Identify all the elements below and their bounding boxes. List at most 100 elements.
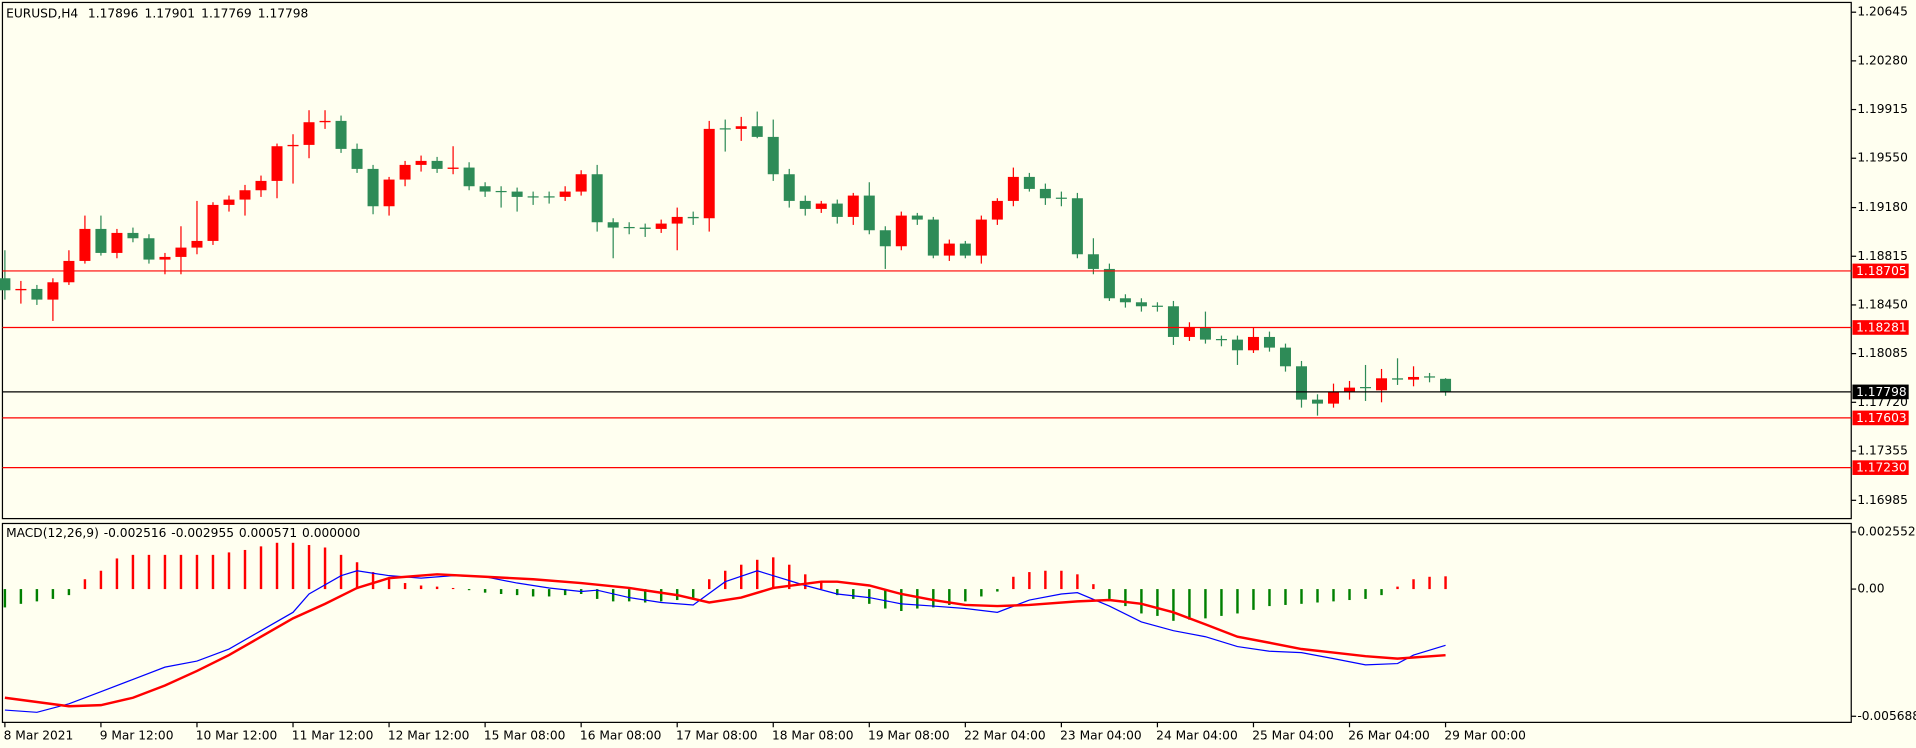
macd-value: -0.002516 (104, 526, 167, 540)
candle-body (1135, 302, 1147, 307)
y-tick-label: 1.19915 (1857, 102, 1908, 116)
macd-value: -0.002955 (171, 526, 234, 540)
macd-value: 0.000000 (302, 526, 360, 540)
candle-body (1023, 176, 1035, 189)
candle-body (703, 128, 715, 219)
x-tick-label: 25 Mar 04:00 (1252, 728, 1334, 742)
ohlc-value: 1.17896 (88, 6, 139, 20)
candle-body (1039, 188, 1051, 199)
candle-body (591, 174, 603, 223)
candle-body (1295, 366, 1307, 400)
level-price-box (1852, 320, 1909, 335)
candle-body (31, 288, 43, 300)
candle-body (447, 167, 459, 169)
x-tick-label: 12 Mar 12:00 (388, 728, 470, 742)
level-price-label: 1.18705 (1856, 264, 1907, 278)
candle-body (975, 219, 987, 256)
macd-title: MACD(12,26,9) (6, 526, 99, 540)
candle-body (959, 243, 971, 256)
candle-body (655, 223, 667, 229)
candle-body (783, 174, 795, 201)
candle-body (687, 216, 699, 219)
y-tick-label: 1.18450 (1857, 297, 1908, 311)
candle-body (943, 243, 955, 256)
candle-body (431, 160, 443, 169)
candle-body (895, 215, 907, 247)
candle-body (111, 232, 123, 253)
x-tick-label: 10 Mar 12:00 (196, 728, 278, 742)
current-price-label: 1.17798 (1856, 385, 1907, 399)
candle-body (863, 195, 875, 231)
symbol-title: EURUSD,H4 (6, 6, 78, 20)
y-tick-label: 1.20645 (1857, 5, 1908, 19)
y-tick-label: -0.005688 (1857, 709, 1916, 723)
macd-value: 0.000571 (239, 526, 297, 540)
x-tick-label: 8 Mar 2021 (4, 728, 74, 742)
candle-body (831, 203, 843, 217)
candle-body (1247, 336, 1259, 351)
candle-body (735, 126, 747, 129)
candle-body (1328, 391, 1340, 404)
x-tick-label: 29 Mar 00:00 (1444, 728, 1526, 742)
candle-body (1279, 347, 1291, 367)
candle-body (79, 228, 91, 261)
candle-body (15, 288, 27, 291)
candle-body (815, 203, 827, 209)
current-price-box (1852, 384, 1909, 400)
candle-body (399, 164, 411, 180)
y-tick-label: 1.18815 (1857, 249, 1908, 263)
candle-body (879, 230, 891, 247)
candle-body (223, 199, 235, 205)
candle-body (335, 120, 347, 149)
candle-body (911, 215, 923, 220)
candle-body (1408, 376, 1420, 380)
x-tick-label: 24 Mar 04:00 (1156, 728, 1238, 742)
candle-body (303, 122, 315, 145)
candle-body (1071, 198, 1083, 255)
candle-body (143, 238, 155, 260)
candle-body (1376, 378, 1388, 391)
candle-body (63, 260, 75, 283)
candle-body (127, 232, 139, 239)
level-price-label: 1.17603 (1856, 411, 1907, 425)
candle-body (47, 282, 59, 300)
candle-body (767, 136, 779, 175)
candle-body (1103, 268, 1115, 299)
candle-body (1087, 254, 1099, 269)
level-price-label: 1.17230 (1856, 461, 1907, 475)
x-tick-label: 17 Mar 08:00 (676, 728, 758, 742)
level-price-box (1852, 410, 1909, 426)
x-tick-label: 9 Mar 12:00 (100, 728, 174, 742)
y-tick-label: 1.17355 (1857, 443, 1908, 457)
ohlc-value: 1.17769 (201, 6, 252, 20)
candle-body (383, 179, 395, 207)
candle-body (1199, 327, 1211, 340)
candle-body (287, 144, 299, 147)
candle-body (751, 126, 763, 137)
level-price-box (1852, 263, 1909, 279)
macd-header: MACD(12,26,9) -0.002516 -0.002955 0.000571 0… (6, 526, 360, 540)
y-tick-label: 1.19550 (1857, 151, 1908, 165)
x-tick-label: 11 Mar 12:00 (292, 728, 374, 742)
candle-body (351, 148, 363, 169)
candle-body (847, 195, 859, 217)
x-tick-label: 18 Mar 08:00 (772, 728, 854, 742)
candle-body (927, 219, 939, 256)
x-tick-label: 15 Mar 08:00 (484, 728, 566, 742)
x-tick-label: 19 Mar 08:00 (868, 728, 950, 742)
candle-body (367, 168, 379, 207)
candle-body (191, 240, 203, 248)
candle-body (319, 120, 331, 123)
candle-body (639, 227, 651, 229)
x-tick-label: 26 Mar 04:00 (1348, 728, 1430, 742)
candle-body (1119, 298, 1131, 303)
ohlc-value: 1.17901 (145, 6, 196, 20)
candle-body (0, 278, 11, 291)
level-price-box (1852, 460, 1909, 475)
candle-body (1231, 339, 1243, 351)
y-tick-label: 0.00 (1857, 582, 1884, 596)
candle-body (1440, 378, 1452, 392)
